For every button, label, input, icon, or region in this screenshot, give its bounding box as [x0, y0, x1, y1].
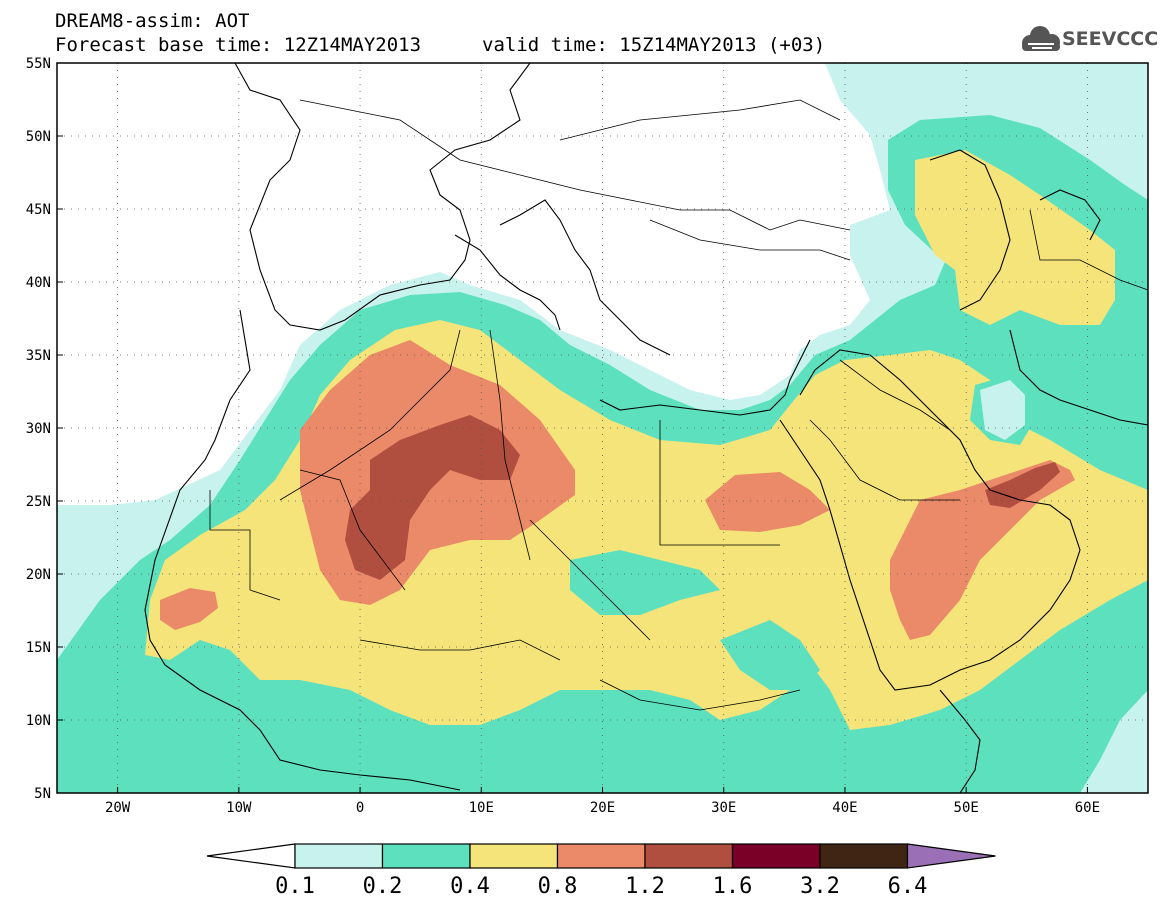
aot-level-1.2: [345, 415, 1060, 580]
latitude-label: 45N: [26, 202, 51, 218]
latitude-label: 25N: [26, 494, 51, 510]
colorbar-arrow-right: [906, 843, 996, 869]
cloud-icon: [1022, 26, 1060, 51]
latitude-label: 5N: [34, 786, 51, 802]
latitude-label: 55N: [26, 56, 51, 72]
colorbar-segment: [381, 843, 471, 869]
colorbar-segment: [819, 843, 909, 869]
colorbar-segment: [731, 843, 821, 869]
colorbar-tick-label: 3.2: [800, 874, 840, 899]
latitude-label: 50N: [26, 129, 51, 145]
colorbar-tick-label: 6.4: [888, 874, 928, 899]
forecast-base-time: Forecast base time: 12Z14MAY2013: [55, 34, 422, 56]
latitude-label: 20N: [26, 567, 51, 583]
colorbar-segment: [556, 843, 646, 869]
map-title: DREAM8-assim: AOT: [55, 10, 250, 32]
longitude-label: 0: [356, 800, 364, 816]
longitude-label: 20W: [105, 800, 131, 816]
longitude-label: 10W: [226, 800, 252, 816]
latitude-label: 35N: [26, 348, 51, 364]
colorbar-tick-label: 0.1: [275, 874, 315, 899]
longitude-label: 40E: [832, 800, 857, 816]
colorbar-tick-label: 0.4: [450, 874, 490, 899]
latitude-label: 15N: [26, 640, 51, 656]
longitude-labels: 20W 10W 0 10E 20E 30E 40E 50E 60E: [105, 787, 1100, 816]
borders: [209, 99, 1148, 711]
valid-time: valid time: 15Z14MAY2013 (+03): [482, 34, 826, 56]
colorbar-tick-label: 1.6: [713, 874, 753, 899]
colorbar-tick-label: 0.2: [363, 874, 403, 899]
logo-text: SEEVCCC: [1062, 28, 1159, 50]
colorbar-segment: [469, 843, 559, 869]
latitude-label: 30N: [26, 421, 51, 437]
colorbar-tick-label: 0.8: [538, 874, 578, 899]
coastlines: [144, 63, 1148, 793]
latitude-label: 10N: [26, 713, 51, 729]
colorbar-tick-label: 1.2: [625, 874, 665, 899]
longitude-label: 60E: [1075, 800, 1100, 816]
longitude-label: 30E: [711, 800, 736, 816]
latitude-label: 40N: [26, 275, 51, 291]
color-bar: 0.1 0.2 0.4 0.8 1.2 1.6 3.2 6.4: [206, 843, 996, 899]
longitude-label: 20E: [590, 800, 615, 816]
longitude-label: 10E: [469, 800, 494, 816]
latitude-labels: 5N 10N 15N 20N 25N 30N 35N 40N 45N 50N 55N: [26, 56, 63, 802]
graticule: [57, 63, 1148, 793]
colorbar-segment: [294, 843, 384, 869]
longitude-label: 50E: [954, 800, 979, 816]
colorbar-segment: [644, 843, 734, 869]
colorbar-arrow-left: [206, 843, 296, 869]
